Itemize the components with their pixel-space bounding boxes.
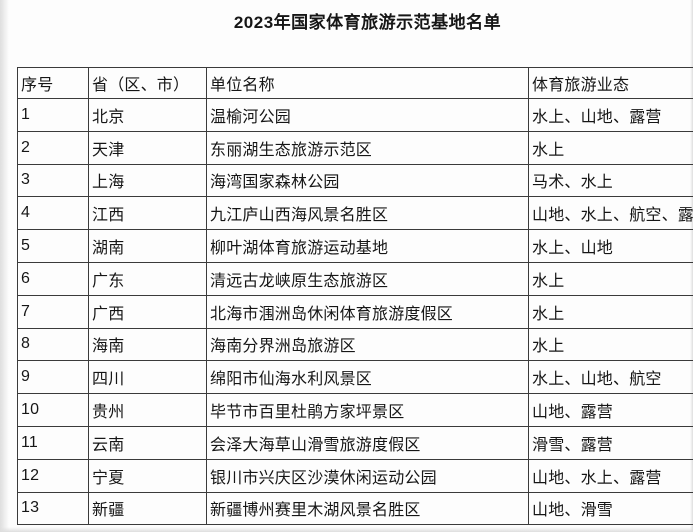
cell-no: 3 xyxy=(17,163,89,198)
cell-province: 四川 xyxy=(88,360,207,395)
cell-no: 12 xyxy=(17,458,89,493)
cell-unit-name: 柳叶湖体育旅游运动基地 xyxy=(206,229,529,263)
cell-unit-name: 温榆河公园 xyxy=(206,98,529,132)
cell-no: 8 xyxy=(17,327,89,362)
column-header-no: 序号 xyxy=(17,67,89,99)
cell-unit-name: 海湾国家森林公园 xyxy=(206,163,529,198)
cell-no: 13 xyxy=(17,491,89,526)
cell-unit-name: 九江庐山西海风景名胜区 xyxy=(206,196,529,231)
cell-province: 广东 xyxy=(88,261,207,296)
page-edge-shadow-bottom xyxy=(0,527,693,532)
cell-business-type: 水上 xyxy=(528,327,693,362)
cell-business-type: 水上 xyxy=(528,130,693,165)
cell-province: 上海 xyxy=(88,163,207,198)
cell-no: 10 xyxy=(17,393,89,427)
cell-no: 5 xyxy=(17,229,89,263)
table-header: 序号 省（区、市） 单位名称 体育旅游业态 xyxy=(17,67,693,99)
cell-province: 天津 xyxy=(88,130,207,165)
cell-no: 2 xyxy=(17,130,89,165)
cell-unit-name: 海南分界洲岛旅游区 xyxy=(206,327,529,362)
page-edge-shadow-left xyxy=(0,0,9,532)
cell-unit-name: 绵阳市仙海水利风景区 xyxy=(206,360,529,395)
cell-province: 宁夏 xyxy=(88,458,207,493)
cell-province: 湖南 xyxy=(88,229,207,263)
sports-tourism-base-table: 序号 省（区、市） 单位名称 体育旅游业态 1 北京 温榆河公园 水上、山地、露营 2 天津 东丽… xyxy=(17,67,693,526)
table-body: 1 北京 温榆河公园 水上、山地、露营 2 天津 东丽湖生态旅游示范区 水上 3 上海 海湾国家森林… xyxy=(17,98,693,526)
cell-province: 贵州 xyxy=(88,393,207,427)
cell-no: 11 xyxy=(17,425,89,460)
cell-business-type: 水上、山地、航空 xyxy=(528,360,693,395)
table-row: 5 湖南 柳叶湖体育旅游运动基地 水上、山地 xyxy=(17,229,693,263)
cell-unit-name: 会泽大海草山滑雪旅游度假区 xyxy=(206,425,529,460)
table-row: 10 贵州 毕节市百里杜鹃方家坪景区 山地、露营 xyxy=(17,393,693,427)
page-title: 2023年国家体育旅游示范基地名单 xyxy=(233,13,502,32)
cell-no: 9 xyxy=(17,360,89,395)
column-header-business-type: 体育旅游业态 xyxy=(528,67,693,99)
cell-unit-name: 北海市涠洲岛休闲体育旅游度假区 xyxy=(206,294,529,329)
table-row: 1 北京 温榆河公园 水上、山地、露营 xyxy=(17,98,693,132)
table-row: 9 四川 绵阳市仙海水利风景区 水上、山地、航空 xyxy=(17,360,693,395)
cell-province: 江西 xyxy=(88,196,207,231)
cell-no: 6 xyxy=(17,261,89,296)
table-row: 11 云南 会泽大海草山滑雪旅游度假区 滑雪、露营 xyxy=(17,425,693,460)
cell-business-type: 山地、水上、航空、露营 xyxy=(528,196,693,231)
cell-business-type: 马术、水上 xyxy=(528,163,693,198)
table-row: 3 上海 海湾国家森林公园 马术、水上 xyxy=(17,163,693,198)
cell-unit-name: 毕节市百里杜鹃方家坪景区 xyxy=(206,393,529,427)
table-row: 7 广西 北海市涠洲岛休闲体育旅游度假区 水上 xyxy=(17,294,693,329)
table-header-row: 序号 省（区、市） 单位名称 体育旅游业态 xyxy=(17,67,693,99)
cell-province: 海南 xyxy=(88,327,207,362)
cell-province: 云南 xyxy=(88,425,207,460)
cell-business-type: 水上 xyxy=(528,294,693,329)
table-row: 8 海南 海南分界洲岛旅游区 水上 xyxy=(17,327,693,362)
cell-business-type: 水上、山地 xyxy=(528,229,693,263)
cell-no: 4 xyxy=(17,196,89,231)
table-row: 4 江西 九江庐山西海风景名胜区 山地、水上、航空、露营 xyxy=(17,196,693,231)
cell-unit-name: 清远古龙峡原生态旅游区 xyxy=(206,261,529,296)
cell-no: 1 xyxy=(17,98,89,132)
table-row: 6 广东 清远古龙峡原生态旅游区 水上 xyxy=(17,261,693,296)
cell-business-type: 山地、水上、露营 xyxy=(528,458,693,493)
cell-business-type: 水上、山地、露营 xyxy=(528,98,693,132)
cell-province: 北京 xyxy=(88,98,207,132)
cell-no: 7 xyxy=(17,294,89,329)
column-header-province: 省（区、市） xyxy=(88,67,207,99)
table-row: 12 宁夏 银川市兴庆区沙漠休闲运动公园 山地、水上、露营 xyxy=(17,458,693,493)
cell-business-type: 山地、滑雪 xyxy=(528,491,693,526)
cell-unit-name: 新疆博州赛里木湖风景名胜区 xyxy=(206,491,529,526)
cell-province: 广西 xyxy=(88,294,207,329)
cell-unit-name: 东丽湖生态旅游示范区 xyxy=(206,130,529,165)
cell-unit-name: 银川市兴庆区沙漠休闲运动公园 xyxy=(206,458,529,493)
cell-business-type: 山地、露营 xyxy=(528,393,693,427)
cell-business-type: 滑雪、露营 xyxy=(528,425,693,460)
table-row: 2 天津 东丽湖生态旅游示范区 水上 xyxy=(17,130,693,165)
cell-province: 新疆 xyxy=(88,491,207,526)
column-header-unit-name: 单位名称 xyxy=(206,67,529,99)
cell-business-type: 水上 xyxy=(528,261,693,296)
table-row: 13 新疆 新疆博州赛里木湖风景名胜区 山地、滑雪 xyxy=(17,491,693,526)
